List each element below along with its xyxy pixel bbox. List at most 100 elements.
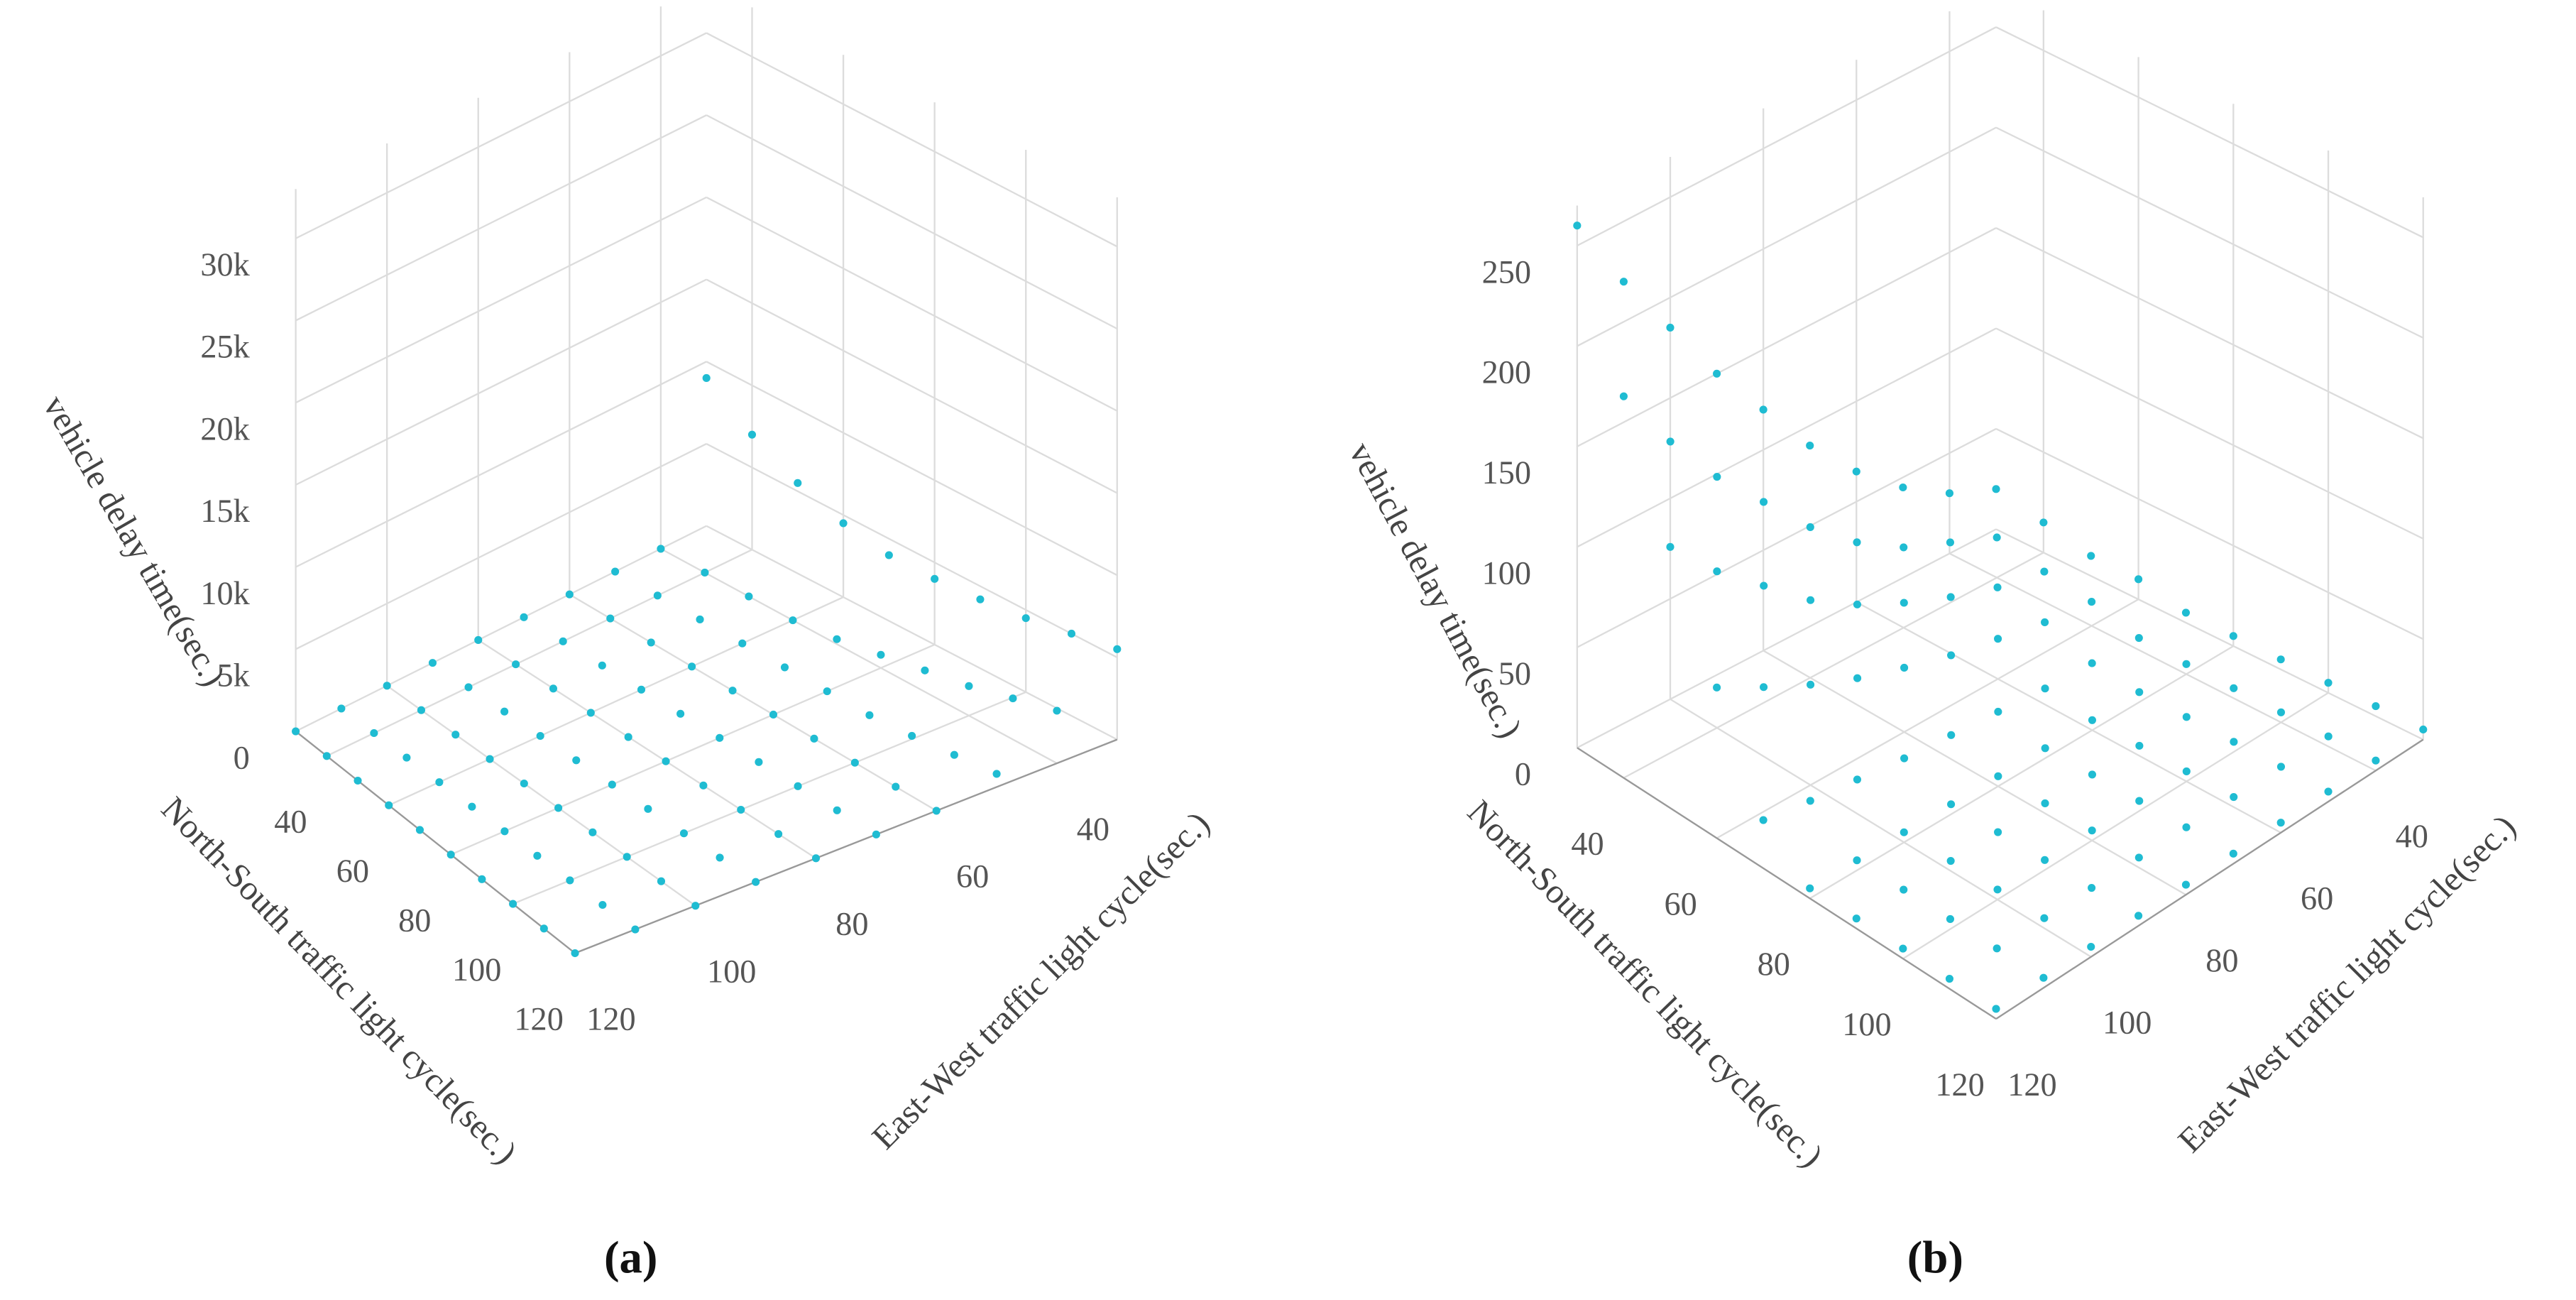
z-tick-label: 50 <box>1498 656 1531 692</box>
y-tick-label: 60 <box>956 859 989 895</box>
grid-line <box>1949 552 2377 772</box>
grid-line <box>1995 528 2424 741</box>
data-point <box>774 830 783 839</box>
data-point <box>701 568 709 577</box>
data-point <box>662 757 670 765</box>
grid-line <box>1577 327 1997 548</box>
data-point <box>2276 655 2285 664</box>
data-point <box>474 635 483 645</box>
grid-line <box>1577 126 1997 347</box>
data-point <box>1853 600 1861 608</box>
data-point <box>679 829 689 838</box>
data-point <box>2040 567 2049 576</box>
data-point <box>1009 694 1017 703</box>
data-point <box>2276 819 2285 827</box>
data-point <box>1945 974 1953 983</box>
data-point <box>644 804 652 813</box>
data-point <box>2182 660 2191 668</box>
data-point <box>2088 770 2097 779</box>
grid-line <box>706 443 1118 658</box>
data-point <box>752 878 760 886</box>
data-point <box>965 682 973 690</box>
grid-line <box>295 196 707 404</box>
y-tick-label: 80 <box>835 907 868 943</box>
data-point <box>370 728 378 738</box>
grid-line <box>295 114 707 322</box>
data-point <box>1899 944 1907 953</box>
data-point <box>2039 518 2048 527</box>
data-point <box>908 731 916 740</box>
grid-line <box>1809 645 2234 900</box>
y-tick-label: 80 <box>2205 943 2238 979</box>
data-point <box>512 660 520 669</box>
data-point <box>892 782 900 791</box>
data-point <box>446 851 455 859</box>
data-point <box>1946 914 1954 924</box>
data-point <box>1947 651 1956 660</box>
z-tick-label: 150 <box>1482 455 1531 491</box>
data-point <box>1666 542 1675 551</box>
y-tick-label: 100 <box>2103 1005 2152 1041</box>
data-point <box>415 826 424 834</box>
data-point <box>2324 732 2333 741</box>
axis-title: North-South traffic light cycle(sec.) <box>1460 793 1831 1175</box>
data-point <box>2041 684 2049 693</box>
z-tick-label: 0 <box>234 740 250 776</box>
grid-line <box>478 639 817 859</box>
data-point <box>2088 659 2096 667</box>
data-point <box>2134 853 2143 862</box>
data-point <box>586 709 595 717</box>
z-tick-label: 100 <box>1482 556 1531 592</box>
data-point <box>2372 756 2380 765</box>
grid-line <box>1577 227 1997 447</box>
y-tick-label: 60 <box>2301 881 2333 917</box>
data-point <box>2088 826 2096 835</box>
z-tick-label: 25k <box>200 329 250 366</box>
axis-edge <box>1577 747 1997 1020</box>
data-point <box>1947 800 1956 809</box>
data-point <box>1760 498 1768 506</box>
data-point <box>572 756 581 765</box>
data-point <box>2041 744 2049 753</box>
grid-line <box>1995 227 2424 439</box>
data-point <box>737 805 745 814</box>
data-point <box>2181 880 2191 889</box>
data-point <box>1900 828 1908 836</box>
grid-line <box>1670 698 2092 958</box>
data-point <box>1713 369 1721 378</box>
grid-line <box>706 196 1118 412</box>
grid-line <box>660 547 1058 765</box>
data-point <box>794 782 802 790</box>
grid-line <box>706 278 1118 494</box>
data-point <box>2041 618 2049 627</box>
data-point <box>611 567 620 576</box>
data-point <box>1619 278 1628 286</box>
data-point <box>1807 680 1815 689</box>
data-point <box>1067 629 1076 638</box>
data-point <box>1992 485 2000 493</box>
x-tick-label: 80 <box>1758 946 1790 983</box>
y-tick-label: 120 <box>2007 1067 2056 1103</box>
data-point <box>747 430 757 439</box>
data-point <box>931 574 939 583</box>
axis-edge <box>295 731 576 954</box>
z-tick-label: 250 <box>1482 254 1531 290</box>
data-point <box>1993 885 2002 894</box>
data-point <box>2230 684 2238 692</box>
data-point <box>2182 767 2191 776</box>
data-point <box>1993 583 2002 591</box>
data-point <box>417 706 426 714</box>
data-point <box>976 595 985 603</box>
data-point <box>755 758 763 766</box>
data-point <box>745 592 753 601</box>
data-point <box>1994 772 2002 780</box>
data-point <box>2135 688 2144 697</box>
x-tick-label: 60 <box>336 853 369 890</box>
data-point <box>2182 713 2191 721</box>
grid-line <box>513 691 1026 905</box>
data-point <box>653 591 662 600</box>
axis-title: East-West traffic light cycle(sec.) <box>865 804 1217 1157</box>
data-point <box>554 804 563 812</box>
axis-edge <box>1995 738 2424 1020</box>
